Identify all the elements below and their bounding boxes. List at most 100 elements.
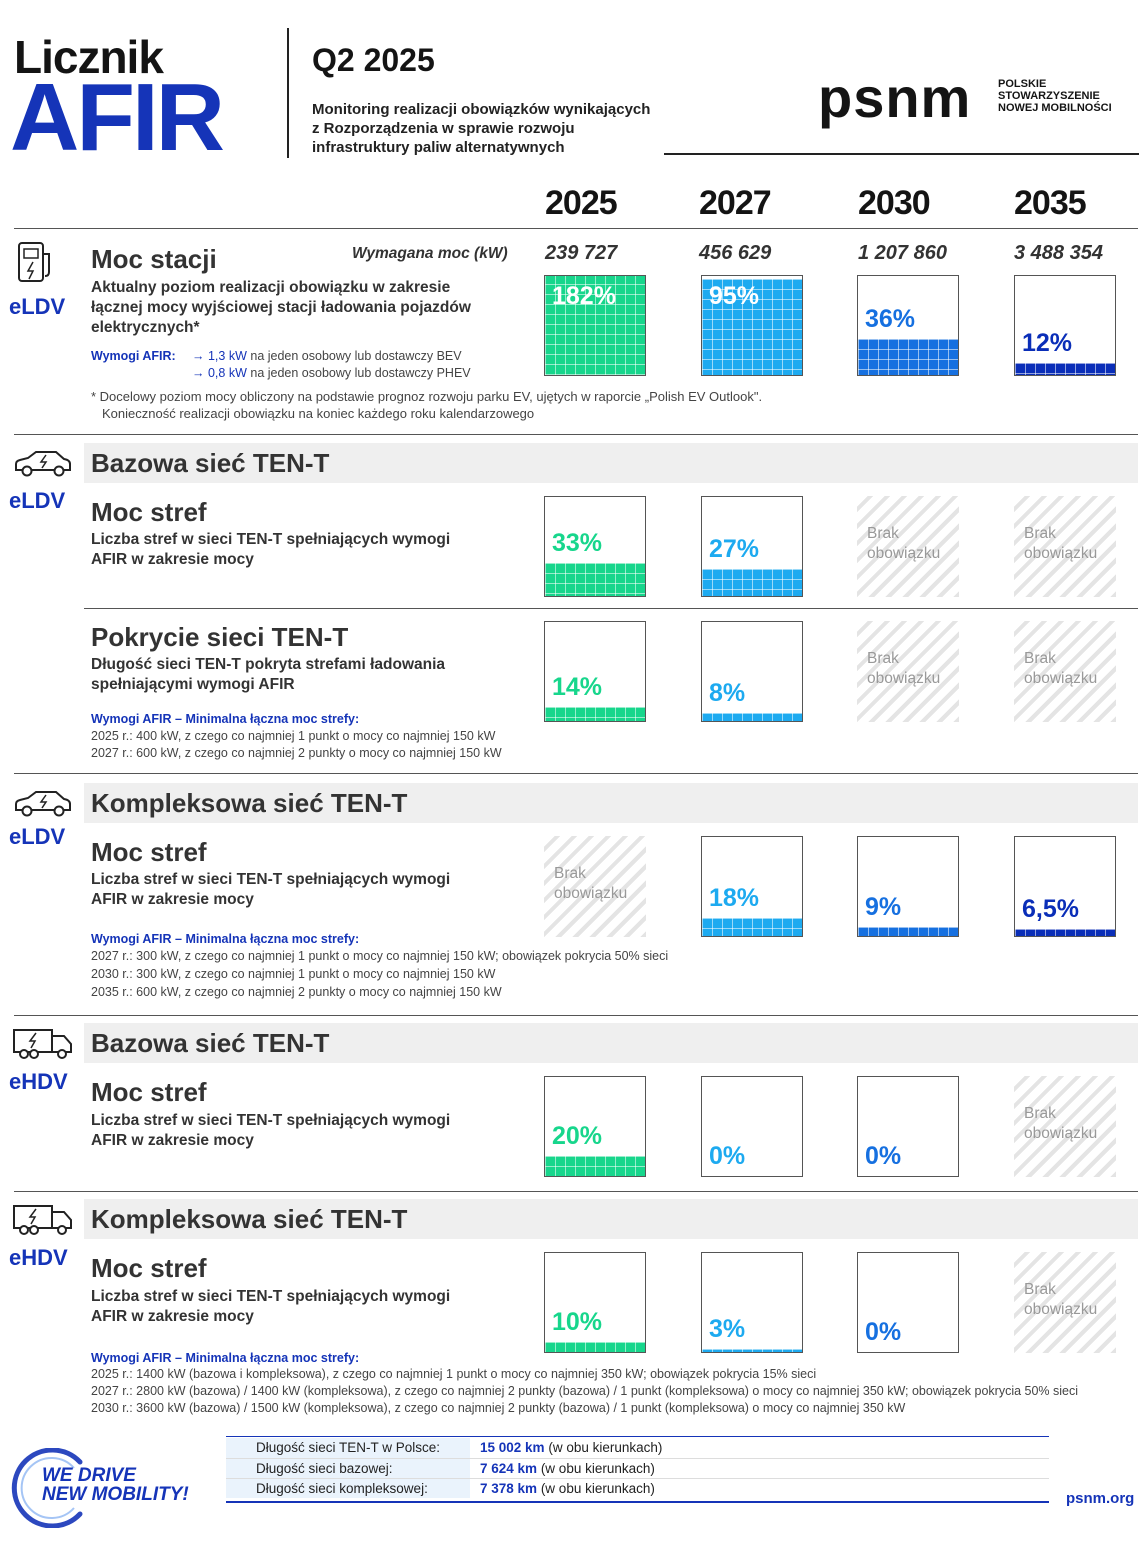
table-row: Długość sieci TEN-T w Polsce: 15 002 km … xyxy=(226,1438,1049,1458)
required-power-2030: 1 207 860 xyxy=(858,242,947,264)
percentage-label: 3% xyxy=(709,1315,746,1343)
percentage-label: 9% xyxy=(865,893,902,921)
progress-box-2027: 95% xyxy=(701,275,803,376)
length-note: (w obu kierunkach) xyxy=(540,1460,655,1476)
afir-requirements-title: Wymogi AFIR – Minimalna łączna moc stref… xyxy=(91,932,360,946)
electric-truck-icon xyxy=(12,1204,74,1241)
percentage-label: 36% xyxy=(865,305,916,333)
afir-requirement-line: 2027 r.: 600 kW, z czego co najmniej 2 p… xyxy=(91,746,502,760)
arrow-right-icon: → xyxy=(192,349,205,363)
progress-fill xyxy=(545,707,645,721)
quarter-label: Q2 2025 xyxy=(312,42,435,78)
no-obligation-box: Brak obowiązku xyxy=(1014,621,1116,722)
title-afir: AFIR xyxy=(10,64,225,171)
logo-sub-line: NOWEJ MOBILNOŚCI xyxy=(998,102,1112,114)
afir-requirement-line: 2027 r.: 2800 kW (bazowa) / 1400 kW (kom… xyxy=(91,1384,1079,1398)
afir-requirement-line: 2030 r.: 3600 kW (bazowa) / 1500 kW (kom… xyxy=(91,1401,906,1415)
site-link[interactable]: psnm.org xyxy=(1066,1490,1135,1507)
required-power-2025: 239 727 xyxy=(545,242,618,264)
charging-station-icon xyxy=(16,240,56,291)
percentage-label: 12% xyxy=(1022,329,1073,357)
slogan: WE DRIVE NEW MOBILITY! xyxy=(42,1466,189,1504)
progress-box-2027: 0% xyxy=(701,1076,803,1177)
section-title-bazowa-eldv: Bazowa sieć TEN-T xyxy=(91,448,330,478)
progress-box-2027: 27% xyxy=(701,496,803,597)
length-note: (w obu kierunkach) xyxy=(540,1480,655,1496)
table-cell-label: Długość sieci kompleksowej: xyxy=(226,1478,470,1498)
no-obligation-label: Brak obowiązku xyxy=(554,865,628,902)
subsection-title-moc-stref: Moc stref xyxy=(91,1077,207,1107)
no-obligation-label: Brak obowiązku xyxy=(1024,650,1098,687)
logo-sub-line: POLSKIE xyxy=(998,78,1047,90)
no-obligation-box: Brak obowiązku xyxy=(1014,1076,1116,1177)
electric-car-icon xyxy=(12,788,74,823)
fill-grid xyxy=(702,279,802,375)
requirement-text: na jeden osobowy lub dostawczy PHEV xyxy=(250,366,471,380)
rule xyxy=(14,228,1138,229)
requirement-text: na jeden osobowy lub dostawczy BEV xyxy=(250,349,462,363)
percentage-label: 95% xyxy=(709,282,760,310)
progress-box-2025: 10% xyxy=(544,1252,646,1353)
percentage-label: 10% xyxy=(552,1308,603,1336)
progress-fill xyxy=(702,713,802,721)
afir-requirement-line: 2025 r.: 400 kW, z czego co najmniej 1 p… xyxy=(91,729,496,743)
fill-grid xyxy=(858,339,958,375)
progress-fill xyxy=(545,276,645,375)
fill-grid xyxy=(702,1349,802,1352)
length-value: 7 624 km xyxy=(480,1460,538,1476)
no-obligation-label: Brak obowiązku xyxy=(867,525,941,562)
category-eldv: eLDV xyxy=(9,294,66,319)
rule xyxy=(14,773,1138,774)
subsection-title-pokrycie: Pokrycie sieci TEN-T xyxy=(91,622,349,652)
section-band xyxy=(84,1023,1138,1063)
slogan-arc-icon xyxy=(10,1447,90,1533)
percentage-label: 8% xyxy=(709,679,746,707)
progress-box-2030: 9% xyxy=(857,836,959,937)
progress-box-2030: 0% xyxy=(857,1076,959,1177)
progress-box-2025: 182% xyxy=(544,275,646,376)
table-cell-label: Długość sieci TEN-T w Polsce: xyxy=(226,1438,470,1458)
progress-box-2027: 3% xyxy=(701,1252,803,1353)
progress-fill xyxy=(858,339,958,375)
fill-grid xyxy=(702,713,802,721)
year-header-2027: 2027 xyxy=(699,184,772,222)
psnm-logo-subtitle: POLSKIE STOWARZYSZENIE NOWEJ MOBILNOŚCI xyxy=(998,78,1112,114)
afir-requirement-line: 2027 r.: 300 kW, z czego co najmniej 1 p… xyxy=(91,949,669,963)
percentage-label: 33% xyxy=(552,529,603,557)
rule xyxy=(14,1015,1138,1016)
category-ehdv: eHDV xyxy=(9,1069,68,1094)
fill-grid xyxy=(1015,929,1115,936)
progress-fill xyxy=(545,1342,645,1352)
slogan-line: WE DRIVE xyxy=(42,1465,136,1486)
arrow-right-icon: → xyxy=(192,366,205,380)
subsection-title-moc-stref: Moc stref xyxy=(91,497,207,527)
fill-grid xyxy=(545,563,645,596)
fill-grid xyxy=(545,1342,645,1352)
progress-fill xyxy=(1015,363,1115,375)
fill-grid xyxy=(1015,363,1115,375)
category-eldv: eLDV xyxy=(9,488,66,513)
footer-table-top-rule xyxy=(226,1436,1049,1437)
percentage-label: 0% xyxy=(865,1318,902,1346)
fill-grid xyxy=(858,927,958,936)
header-rule xyxy=(664,153,1139,155)
progress-fill xyxy=(702,1349,802,1352)
requirement-value: 0,8 kW xyxy=(207,366,247,380)
no-obligation-box: Brak obowiązku xyxy=(857,496,959,597)
percentage-label: 0% xyxy=(709,1142,746,1170)
year-header-2025: 2025 xyxy=(545,184,618,222)
no-obligation-label: Brak obowiązku xyxy=(867,650,941,687)
progress-fill xyxy=(545,563,645,596)
required-power-2027: 456 629 xyxy=(699,242,772,264)
rule xyxy=(14,1191,1138,1192)
fill-grid xyxy=(545,1156,645,1176)
no-obligation-box: Brak obowiązku xyxy=(1014,496,1116,597)
afir-requirement-line: 2030 r.: 300 kW, z czego co najmniej 1 p… xyxy=(91,967,496,981)
progress-box-2025: 14% xyxy=(544,621,646,722)
required-power-label: Wymagana moc (kW) xyxy=(352,245,508,262)
table-row: Długość sieci bazowej: 7 624 km (w obu k… xyxy=(226,1458,1049,1478)
percentage-label: 20% xyxy=(552,1122,603,1150)
percentage-label: 18% xyxy=(709,884,760,912)
progress-box-2030: 36% xyxy=(857,275,959,376)
rule xyxy=(14,434,1138,435)
